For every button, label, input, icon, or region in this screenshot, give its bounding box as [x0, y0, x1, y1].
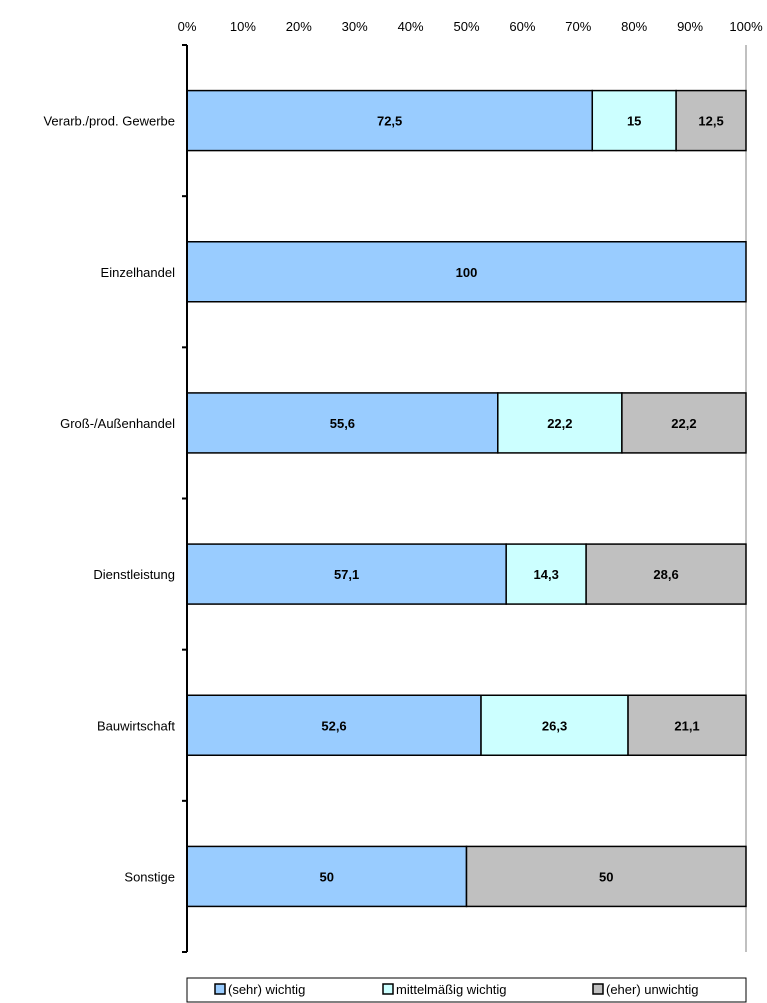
bar-segment-eher-unwichtig [585, 543, 747, 605]
x-axis-ticks: 0% 10% 20% 30% 40% 50% 60% 70% 80% 90% 100% [178, 19, 763, 34]
x-tick-label: 100% [729, 19, 763, 34]
legend-box [186, 977, 747, 1003]
data-label: 50 [320, 869, 334, 884]
bar-segment-eher-unwichtig [465, 845, 747, 908]
data-label: 50 [599, 869, 613, 884]
bar-segment-sehr-wichtig [186, 845, 468, 908]
data-label: 72,5 [377, 114, 402, 129]
category-label: Dienstleistung [93, 567, 175, 582]
legend-label: mittelmäßig wichtig [396, 982, 507, 997]
data-label: 21,1 [674, 718, 699, 733]
bar-segment-mittelmaessig-wichtig [497, 392, 623, 454]
data-label: 26,3 [542, 718, 567, 733]
legend-swatch-eher-unwichtig [592, 983, 604, 995]
plot-area [187, 45, 746, 952]
x-tick-label: 80% [621, 19, 647, 34]
x-tick-label: 90% [677, 19, 703, 34]
x-tick-label: 40% [398, 19, 424, 34]
data-label: 55,6 [330, 416, 355, 431]
data-label: 12,5 [698, 114, 723, 129]
bars-group [186, 89, 747, 908]
bar-segment-eher-unwichtig [627, 694, 747, 756]
category-label: Einzelhandel [101, 265, 176, 280]
bar-segment-mittelmaessig-wichtig [505, 543, 587, 605]
legend: (sehr) wichtig mittelmäßig wichtig (eher) … [186, 977, 747, 1003]
x-tick-label: 20% [286, 19, 312, 34]
y-axis-ticks [182, 44, 187, 953]
x-tick-label: 30% [342, 19, 368, 34]
x-tick-label: 60% [509, 19, 535, 34]
category-label: Groß-/Außenhandel [60, 416, 175, 431]
x-tick-label: 70% [565, 19, 591, 34]
data-label: 100 [456, 265, 478, 280]
data-label: 57,1 [334, 567, 359, 582]
legend-label: (sehr) wichtig [228, 982, 305, 997]
data-label: 14,3 [534, 567, 559, 582]
legend-items: (sehr) wichtig mittelmäßig wichtig (eher) … [214, 982, 699, 997]
bar-segment-mittelmaessig-wichtig [591, 89, 677, 152]
category-label: Verarb./prod. Gewerbe [43, 114, 175, 129]
x-tick-label: 50% [453, 19, 479, 34]
data-label: 28,6 [653, 567, 678, 582]
legend-swatch-sehr-wichtig [214, 983, 226, 995]
legend-label: (eher) unwichtig [606, 982, 699, 997]
bar-segment-sehr-wichtig [186, 694, 482, 756]
category-label: Sonstige [124, 869, 175, 884]
category-label: Bauwirtschaft [97, 718, 175, 733]
bar-segment-eher-unwichtig [675, 89, 747, 152]
x-tick-label: 10% [230, 19, 256, 34]
value-labels-group: 72,5 15 12,5 100 55,6 22,2 22,2 57,1 14,3 28,6 52,… [320, 114, 724, 885]
data-label: 22,2 [547, 416, 572, 431]
legend-swatch-mittelmaessig-wichtig [382, 983, 394, 995]
category-labels: Verarb./prod. Gewerbe Einzelhandel Groß-/A… [43, 114, 175, 885]
data-label: 22,2 [671, 416, 696, 431]
bar-segment-eher-unwichtig [621, 392, 747, 454]
data-label: 52,6 [321, 718, 346, 733]
data-label: 15 [627, 114, 641, 129]
x-tick-label: 0% [178, 19, 197, 34]
bar-segment-sehr-wichtig [186, 241, 747, 303]
